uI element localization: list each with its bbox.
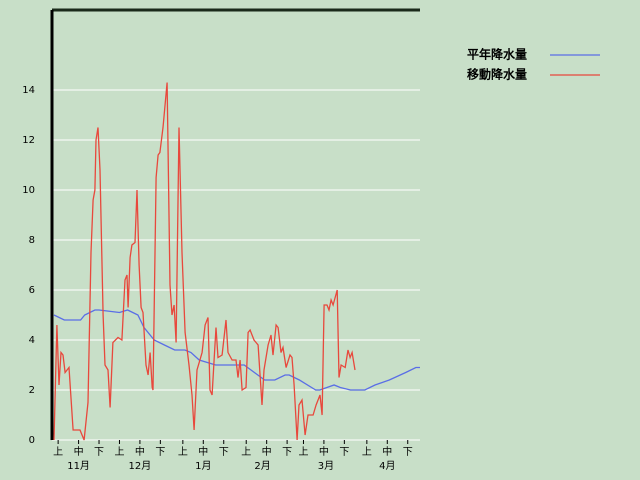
series-line [53, 82, 356, 441]
x-tick-label: 中 [319, 445, 329, 458]
x-tick-label: 下 [282, 447, 292, 458]
y-tick-label: 2 [29, 385, 35, 396]
y-tick-label: 0 [29, 435, 35, 446]
x-tick-label: 中 [382, 445, 392, 458]
month-label: 3月 [318, 460, 334, 472]
x-tick-label: 中 [135, 445, 145, 458]
x-tick-label: 上 [114, 446, 124, 458]
x-tick-label: 下 [339, 447, 349, 458]
x-tick-label: 下 [155, 447, 165, 458]
month-label: 1月 [195, 460, 211, 472]
y-tick-label: 4 [29, 335, 35, 346]
x-tick-label: 中 [262, 445, 272, 458]
month-label: 11月 [67, 460, 90, 472]
legend-label: 移動降水量 [467, 67, 527, 82]
x-tick-label: 下 [219, 447, 229, 458]
series-line [53, 309, 420, 391]
x-tick-label: 上 [362, 446, 372, 458]
y-tick-label: 12 [22, 135, 35, 146]
x-tick-label: 上 [53, 446, 63, 458]
legend-label: 平年降水量 [467, 47, 527, 62]
month-label: 4月 [379, 460, 395, 472]
y-tick-label: 10 [22, 185, 35, 196]
x-tick-label: 上 [241, 446, 251, 458]
x-tick-label: 中 [74, 445, 84, 458]
month-label: 12月 [129, 460, 152, 472]
x-tick-label: 中 [198, 445, 208, 458]
month-label: 2月 [254, 460, 270, 472]
y-tick-label: 6 [29, 285, 35, 296]
y-tick-label: 8 [29, 235, 35, 246]
x-tick-label: 上 [298, 446, 308, 458]
x-tick-label: 下 [94, 447, 104, 458]
x-tick-label: 下 [403, 447, 413, 458]
y-tick-label: 14 [22, 85, 35, 96]
x-tick-label: 上 [178, 446, 188, 458]
